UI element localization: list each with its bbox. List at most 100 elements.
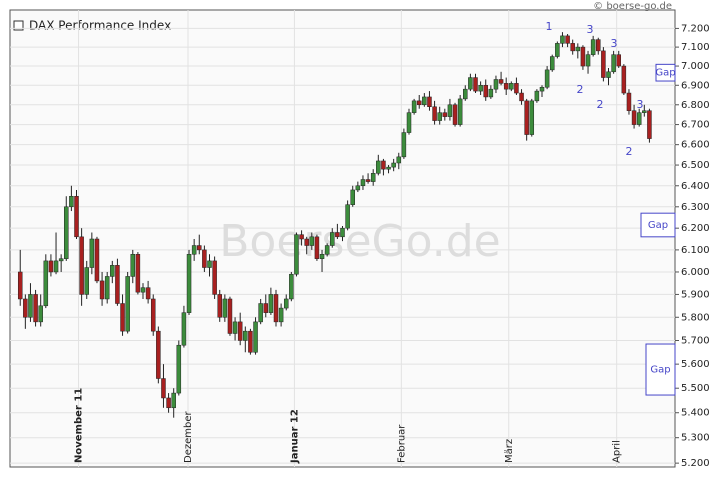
candle-body [585, 54, 591, 67]
y-tick-label: 5.600 [681, 359, 710, 370]
candle-body [232, 321, 238, 334]
y-tick-label: 6.000 [681, 267, 710, 278]
y-tick-label: 5.300 [681, 433, 710, 444]
candle-body [555, 43, 560, 57]
y-tick-label: 6.600 [681, 140, 710, 151]
y-tick-label: 6.900 [681, 80, 710, 91]
candle-body [161, 378, 166, 399]
y-tick-label: 6.300 [681, 202, 710, 213]
candle-body [330, 232, 335, 246]
candle-body [616, 54, 621, 67]
candle-body [191, 245, 197, 255]
gap-box [640, 212, 676, 238]
candle-body [258, 303, 263, 323]
candle-body [181, 312, 187, 346]
candle-body [514, 83, 519, 94]
y-tick-label: 6.800 [681, 100, 710, 111]
candle-body [84, 267, 89, 295]
candle-body [110, 265, 115, 277]
candle-body [289, 273, 294, 300]
gap-label: Gap [650, 365, 670, 376]
candle-body [411, 100, 417, 113]
candle-body [217, 294, 222, 318]
candle-body [452, 104, 458, 125]
candle-body [355, 185, 361, 191]
candle-body [89, 238, 95, 268]
candle-body [381, 160, 386, 170]
candle-body [268, 294, 274, 313]
candle-body [38, 305, 43, 323]
candle-body [53, 260, 59, 273]
y-tick-label: 5.800 [681, 312, 710, 323]
candle-body [498, 79, 504, 84]
candle-body [166, 397, 171, 409]
candle-body [28, 294, 33, 318]
y-tick-label: 6.700 [681, 120, 710, 131]
candle-body [427, 96, 432, 107]
candle-body [442, 112, 448, 117]
x-tick-label: Januar 12 [289, 409, 300, 464]
y-tick-label: 5.400 [681, 408, 710, 419]
y-tick-label: 6.200 [681, 223, 710, 234]
candle-body [222, 298, 228, 318]
candle-body [23, 298, 28, 318]
candle-body [314, 236, 320, 259]
candle-body [560, 35, 565, 44]
candle-body [539, 86, 545, 92]
candle-body [621, 65, 627, 94]
candle-body [340, 227, 345, 238]
y-tick-label: 5.200 [681, 458, 710, 469]
x-tick-label: März [504, 439, 515, 463]
candle-body [350, 189, 355, 205]
candle-body [227, 298, 233, 334]
legend-box [13, 20, 24, 31]
candle-body [596, 39, 601, 52]
candle-body [396, 156, 402, 164]
wave-label: 2 [577, 83, 584, 96]
candle-body [79, 236, 84, 295]
candle-body [278, 307, 284, 323]
candle-body [156, 330, 161, 379]
candle-body [69, 195, 74, 208]
y-tick-label: 7.000 [681, 61, 710, 72]
candle-body [140, 287, 146, 293]
candle-body [391, 162, 396, 168]
candle-body [590, 39, 596, 55]
candle-body [115, 265, 120, 304]
candle-body [483, 85, 488, 98]
candle-body [463, 88, 468, 100]
y-tick-label: 6.100 [681, 245, 710, 256]
candle-body [365, 179, 371, 182]
candle-body [406, 112, 412, 133]
y-tick-label: 7.100 [681, 42, 710, 53]
candle-body [416, 100, 422, 106]
watermark: BoerseGo.de [219, 216, 501, 267]
candle-body [48, 260, 54, 273]
candle-body [171, 392, 176, 409]
candle-body [74, 195, 79, 238]
candle-body [99, 280, 105, 300]
candle-body [176, 344, 182, 394]
candle-body [647, 110, 652, 139]
candle-body [125, 276, 130, 332]
wave-label: 3 [587, 23, 594, 36]
candle-body [575, 46, 581, 52]
candle-body [503, 83, 509, 90]
candle-body [626, 92, 632, 111]
y-tick-label: 5.500 [681, 383, 710, 394]
candle-body [150, 298, 156, 332]
candle-body [304, 238, 309, 246]
candle-body [488, 88, 494, 98]
candle-body [273, 294, 279, 323]
candle-body [401, 132, 407, 158]
gap-label: Gap [648, 220, 668, 231]
candle-body [130, 254, 136, 277]
candle-body [468, 77, 473, 90]
candle-body [104, 276, 110, 300]
candle-body [570, 43, 575, 52]
candle-body [631, 110, 637, 125]
candle-body [33, 294, 38, 323]
candle-body [473, 77, 478, 92]
candle-body [386, 166, 391, 170]
